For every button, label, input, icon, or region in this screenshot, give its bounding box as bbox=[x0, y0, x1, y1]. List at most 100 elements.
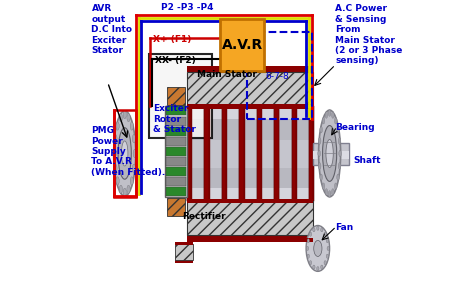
Ellipse shape bbox=[318, 150, 320, 157]
Bar bbox=[309, 106, 314, 201]
Ellipse shape bbox=[307, 239, 310, 243]
Bar bbox=[165, 106, 187, 197]
Ellipse shape bbox=[132, 134, 136, 143]
Bar bbox=[166, 188, 186, 196]
Bar bbox=[167, 198, 185, 216]
Ellipse shape bbox=[325, 112, 328, 118]
Bar bbox=[187, 106, 313, 119]
Text: PMG
Power
Supply
To A.V.R
(When Fitted).: PMG Power Supply To A.V.R (When Fitted). bbox=[91, 126, 166, 177]
Ellipse shape bbox=[320, 126, 322, 133]
Bar bbox=[166, 116, 186, 126]
Bar bbox=[166, 177, 186, 186]
Ellipse shape bbox=[331, 189, 334, 195]
Bar bbox=[166, 157, 186, 166]
Ellipse shape bbox=[123, 188, 126, 196]
Ellipse shape bbox=[331, 112, 334, 118]
Text: P2 -P3 -P4: P2 -P3 -P4 bbox=[161, 3, 213, 12]
Ellipse shape bbox=[320, 265, 323, 269]
Bar bbox=[187, 188, 313, 201]
Ellipse shape bbox=[123, 111, 126, 119]
Ellipse shape bbox=[337, 174, 339, 181]
Ellipse shape bbox=[114, 134, 117, 143]
Bar bbox=[149, 54, 212, 138]
Ellipse shape bbox=[322, 183, 325, 189]
Ellipse shape bbox=[327, 246, 329, 250]
Ellipse shape bbox=[314, 240, 322, 256]
Ellipse shape bbox=[127, 113, 130, 122]
Ellipse shape bbox=[310, 232, 312, 236]
Bar bbox=[257, 106, 262, 201]
Ellipse shape bbox=[328, 110, 331, 116]
Ellipse shape bbox=[317, 226, 319, 230]
Bar bbox=[187, 201, 313, 235]
Text: AVR
output
D.C Into
Exciter
Stator: AVR output D.C Into Exciter Stator bbox=[91, 4, 132, 55]
Ellipse shape bbox=[307, 254, 310, 258]
Bar bbox=[274, 106, 280, 201]
Bar bbox=[187, 140, 313, 168]
Ellipse shape bbox=[324, 261, 326, 265]
Text: Exciter
Rotor
& Stator: Exciter Rotor & Stator bbox=[153, 104, 196, 134]
Bar bbox=[313, 143, 349, 165]
Bar bbox=[166, 167, 186, 176]
Ellipse shape bbox=[319, 110, 341, 197]
Ellipse shape bbox=[338, 163, 341, 169]
Bar bbox=[166, 147, 186, 156]
Bar bbox=[166, 127, 186, 136]
Bar bbox=[175, 244, 193, 260]
Ellipse shape bbox=[113, 149, 116, 158]
Bar bbox=[187, 104, 313, 109]
Ellipse shape bbox=[114, 111, 136, 196]
Ellipse shape bbox=[119, 185, 122, 193]
Bar bbox=[274, 106, 279, 201]
Bar bbox=[292, 106, 296, 201]
Text: Fan: Fan bbox=[336, 223, 354, 232]
Text: 6-7-8: 6-7-8 bbox=[265, 72, 289, 81]
Ellipse shape bbox=[320, 174, 322, 181]
Ellipse shape bbox=[116, 122, 119, 130]
Bar bbox=[175, 242, 193, 245]
Ellipse shape bbox=[132, 164, 136, 173]
Ellipse shape bbox=[322, 118, 325, 124]
Ellipse shape bbox=[310, 261, 312, 265]
Ellipse shape bbox=[313, 265, 315, 269]
Ellipse shape bbox=[337, 126, 339, 133]
Ellipse shape bbox=[133, 149, 137, 158]
Bar bbox=[257, 106, 261, 201]
Bar bbox=[167, 87, 185, 105]
Bar bbox=[239, 106, 244, 201]
Bar bbox=[175, 260, 193, 263]
Bar bbox=[313, 151, 349, 159]
Text: X+ (F1): X+ (F1) bbox=[153, 35, 191, 44]
Bar bbox=[292, 106, 297, 201]
Ellipse shape bbox=[130, 122, 133, 130]
Ellipse shape bbox=[326, 140, 333, 168]
Bar bbox=[239, 106, 245, 201]
Bar bbox=[187, 199, 313, 203]
Bar bbox=[166, 137, 186, 146]
Ellipse shape bbox=[317, 267, 319, 271]
Ellipse shape bbox=[121, 141, 128, 166]
Text: Bearing: Bearing bbox=[336, 123, 375, 132]
Bar bbox=[187, 72, 313, 106]
Ellipse shape bbox=[324, 232, 326, 236]
Text: Main Stator: Main Stator bbox=[197, 71, 257, 79]
Ellipse shape bbox=[306, 225, 329, 271]
Text: XX- (F2): XX- (F2) bbox=[155, 56, 195, 65]
Ellipse shape bbox=[338, 138, 341, 144]
Ellipse shape bbox=[319, 138, 321, 144]
Ellipse shape bbox=[320, 228, 323, 232]
Bar bbox=[166, 106, 186, 115]
Bar bbox=[204, 106, 209, 201]
Bar bbox=[222, 106, 226, 201]
Text: A.C Power
& Sensing
From
Main Stator
(2 or 3 Phase
sensing): A.C Power & Sensing From Main Stator (2 … bbox=[336, 4, 403, 65]
Ellipse shape bbox=[116, 177, 119, 185]
Bar bbox=[187, 106, 313, 201]
Bar bbox=[204, 106, 210, 201]
Ellipse shape bbox=[322, 126, 337, 181]
Text: Shaft: Shaft bbox=[353, 156, 381, 165]
Ellipse shape bbox=[114, 164, 117, 173]
Ellipse shape bbox=[325, 189, 328, 195]
Text: Rectifier: Rectifier bbox=[182, 212, 226, 220]
Bar bbox=[247, 32, 312, 119]
Bar bbox=[187, 234, 313, 240]
